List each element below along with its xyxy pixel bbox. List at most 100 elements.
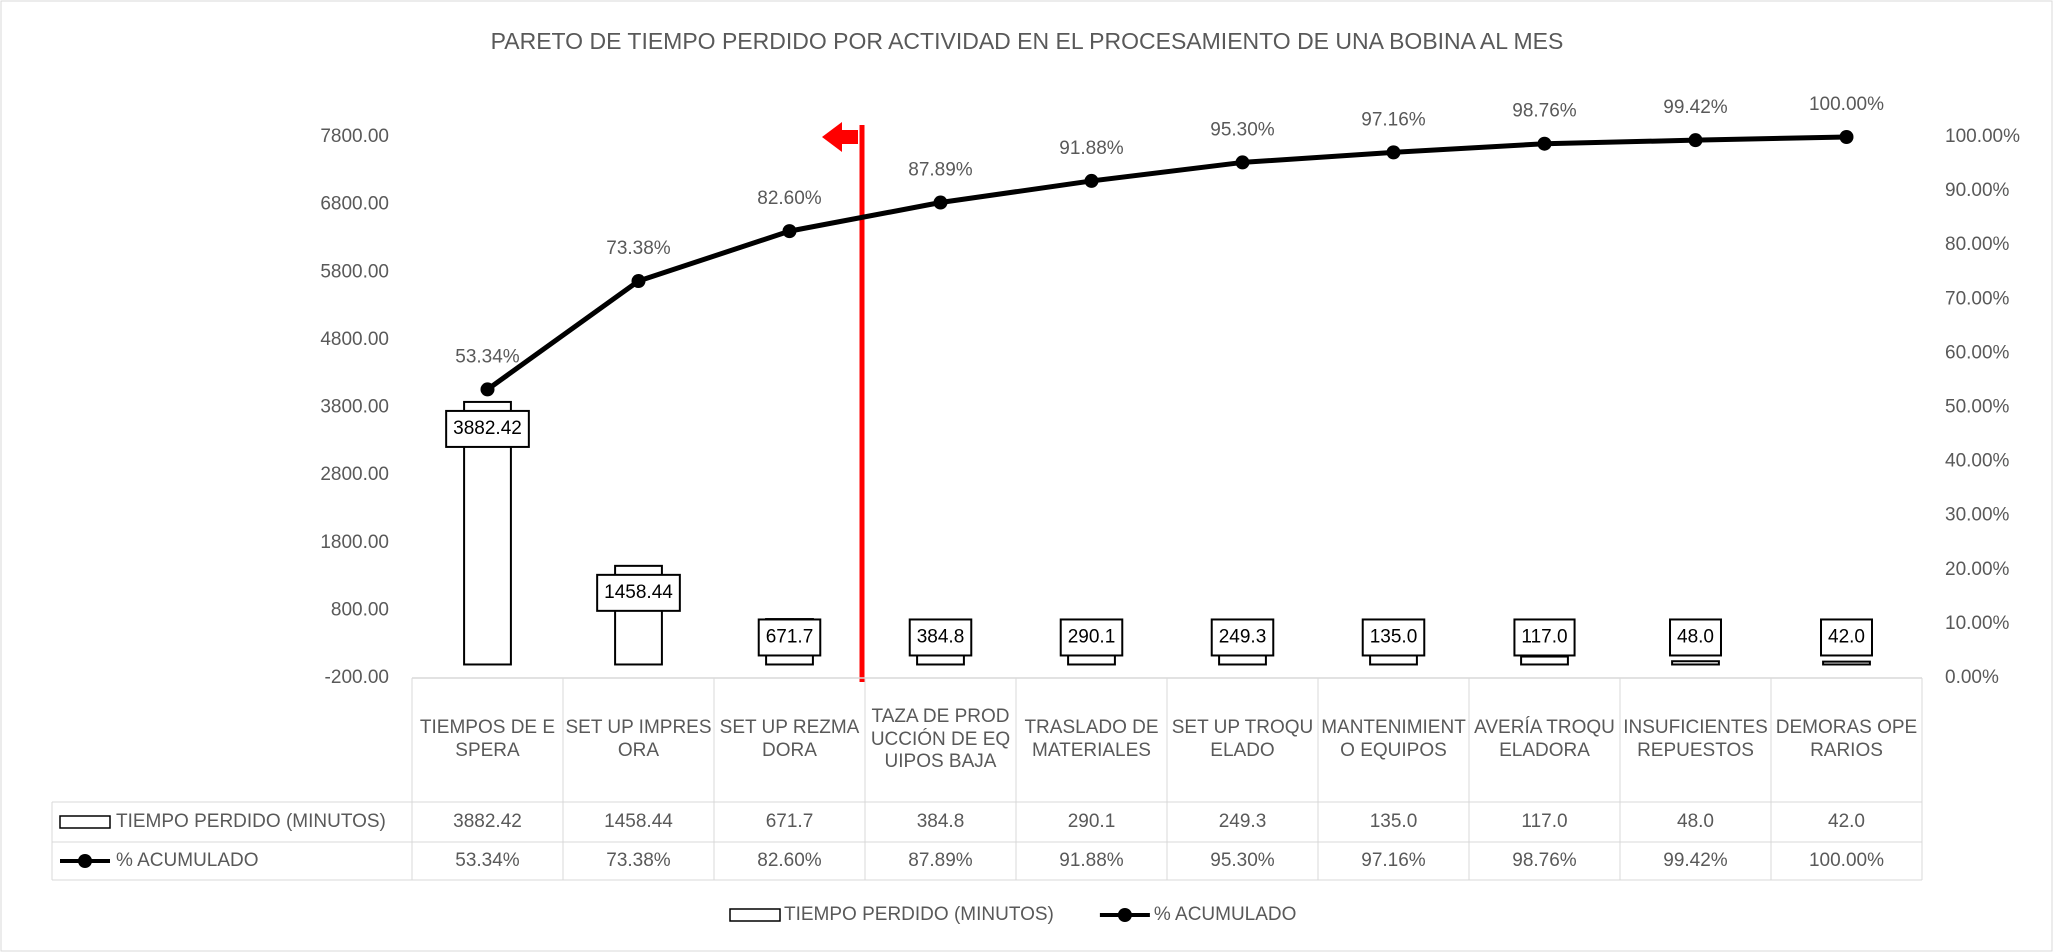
data-label: 290.1 xyxy=(1068,626,1116,647)
data-label-box xyxy=(908,618,973,657)
table-cell-box: 100.00% xyxy=(1809,850,1884,871)
chart-title: PARETO DE TIEMPO PERDIDO POR ACTIVIDAD E… xyxy=(491,28,1564,54)
table-cell-box: 48.0 xyxy=(1677,810,1714,832)
table-cell: 384.8 xyxy=(916,810,965,832)
bar xyxy=(1520,655,1569,666)
marker xyxy=(1235,155,1250,170)
x-tick-label-box: SET UP TROQUELADO xyxy=(1171,717,1314,761)
legend-key xyxy=(1117,908,1132,922)
data-label-box xyxy=(1361,618,1426,657)
table-cell: 73.38% xyxy=(606,849,671,871)
table-cell-box: 1458.44 xyxy=(604,810,673,832)
table-row-header: TIEMPO PERDIDO (MINUTOS) xyxy=(116,811,386,832)
x-tick-label: DEMORAS OPERARIOS xyxy=(1775,717,1918,761)
table-cell: 1458.44 xyxy=(604,810,673,832)
data-label-box xyxy=(1210,618,1275,657)
bar xyxy=(1822,660,1871,666)
y-tick-label: 3800.00 xyxy=(320,397,389,418)
data-label: 135.0 xyxy=(1370,626,1418,647)
y2-tick-label: 30.00% xyxy=(1945,505,2010,526)
table-cell-box: 3882.42 xyxy=(453,811,522,832)
line xyxy=(486,134,1847,392)
y-tick-label: 2800.00 xyxy=(320,464,389,485)
table-cell-box: 87.89% xyxy=(908,849,973,871)
table-cell-box: 671.7 xyxy=(765,810,814,832)
data-label: 95.30% xyxy=(1210,119,1275,140)
table-cell-box: 135.0 xyxy=(1369,810,1418,832)
table-cell-box: 97.16% xyxy=(1361,849,1426,871)
y2-tick-label: 70.00% xyxy=(1945,288,2010,309)
x-tick-label-box: TRASLADO DE MATERIALES xyxy=(1024,717,1159,761)
data-label: 3882.42 xyxy=(453,418,522,439)
legend-label: % ACUMULADO xyxy=(1154,904,1297,925)
x-tick-label-box: DEMORAS OPERARIOS xyxy=(1775,717,1918,761)
table-cell: 135.0 xyxy=(1369,810,1418,832)
table-cell-box: 82.60% xyxy=(757,849,822,871)
x-tick-label-box: TAZA DE PRODUCCIÓN DE EQUIPOS BAJA xyxy=(871,706,1010,773)
data-label: 82.60% xyxy=(757,188,822,209)
y2-tick-label: 80.00% xyxy=(1945,234,2010,255)
table-cell-box: 99.42% xyxy=(1663,849,1728,871)
data-label: 249.3 xyxy=(1219,626,1267,647)
table-cell: 91.88% xyxy=(1059,849,1124,871)
x-tick-label: TIEMPOS DE ESPERA xyxy=(419,717,556,761)
legend-label: TIEMPO PERDIDO (MINUTOS) xyxy=(784,904,1054,925)
table-cell: 97.16% xyxy=(1361,849,1426,871)
x-tick-label: SET UP TROQUELADO xyxy=(1171,717,1314,761)
y2-tick-label: 20.00% xyxy=(1945,559,2010,580)
data-label: 384.8 xyxy=(917,626,965,647)
y2-tick-label: 60.00% xyxy=(1945,342,2010,363)
table-cell-box: 117.0 xyxy=(1521,811,1567,832)
cutoff-arrow xyxy=(822,122,858,152)
x-tick-label: SET UP REZMADORA xyxy=(719,717,860,761)
data-label: 48.0 xyxy=(1677,626,1714,647)
table-cell: 95.30% xyxy=(1210,849,1275,871)
x-tick-label-box: TIEMPOS DE ESPERA xyxy=(419,717,556,761)
y-tick-label: -200.00 xyxy=(325,667,389,688)
x-tick-label: TRASLADO DE MATERIALES xyxy=(1024,717,1159,761)
y2-tick-label: 50.00% xyxy=(1945,397,2010,418)
y-tick-label: 6800.00 xyxy=(320,194,389,215)
x-tick-label-box: AVERÍA TROQUELADORA xyxy=(1474,717,1615,761)
table-cell-box: 53.34% xyxy=(455,849,520,871)
marker xyxy=(782,224,797,239)
data-label: 671.7 xyxy=(766,626,814,647)
y-tick-label: 5800.00 xyxy=(320,261,389,282)
y-tick-label: 800.00 xyxy=(331,599,389,620)
data-label: 53.34% xyxy=(455,346,520,367)
table-cell: 87.89% xyxy=(908,849,973,871)
marker xyxy=(1839,130,1854,144)
y2-tick-label: 90.00% xyxy=(1945,180,2010,201)
y2-tick-label: 100.00% xyxy=(1945,126,2020,147)
x-tick-label-box: MANTENIMIENTO EQUIPOS xyxy=(1321,717,1466,761)
y2-tick-label: 0.00% xyxy=(1945,667,1999,688)
y-tick-label: 1800.00 xyxy=(320,532,389,553)
table-cell: 249.3 xyxy=(1218,810,1267,832)
table-cell-box: 91.88% xyxy=(1059,849,1124,871)
data-label-box xyxy=(445,409,530,448)
table-cell: 82.60% xyxy=(757,849,822,871)
data-label-box xyxy=(596,573,681,612)
table-row-header: % ACUMULADO xyxy=(116,850,259,871)
table-cell-box: 384.8 xyxy=(916,810,965,832)
table-cell: 48.0 xyxy=(1677,810,1714,832)
data-label-box xyxy=(1669,618,1722,657)
legend-key xyxy=(729,908,781,922)
table-cell: 99.42% xyxy=(1663,849,1728,871)
marker xyxy=(1688,133,1703,148)
x-tick-label-box: INSUFICIENTES REPUESTOS xyxy=(1623,717,1768,761)
data-label-box xyxy=(1059,618,1124,657)
data-label-box xyxy=(757,618,822,657)
table-cell-box: 249.3 xyxy=(1218,810,1267,832)
bar xyxy=(1671,660,1720,666)
data-label: 117.0 xyxy=(1521,626,1567,647)
x-tick-label: SET UP IMPRESORA xyxy=(565,717,712,761)
table-cell: 290.1 xyxy=(1067,810,1116,832)
table-cell: 98.76% xyxy=(1512,849,1577,871)
legend-key xyxy=(59,815,111,829)
table-cell: 671.7 xyxy=(765,810,814,832)
data-label: 87.89% xyxy=(908,160,973,181)
bar xyxy=(1369,654,1418,666)
table-cell: 53.34% xyxy=(455,849,520,871)
